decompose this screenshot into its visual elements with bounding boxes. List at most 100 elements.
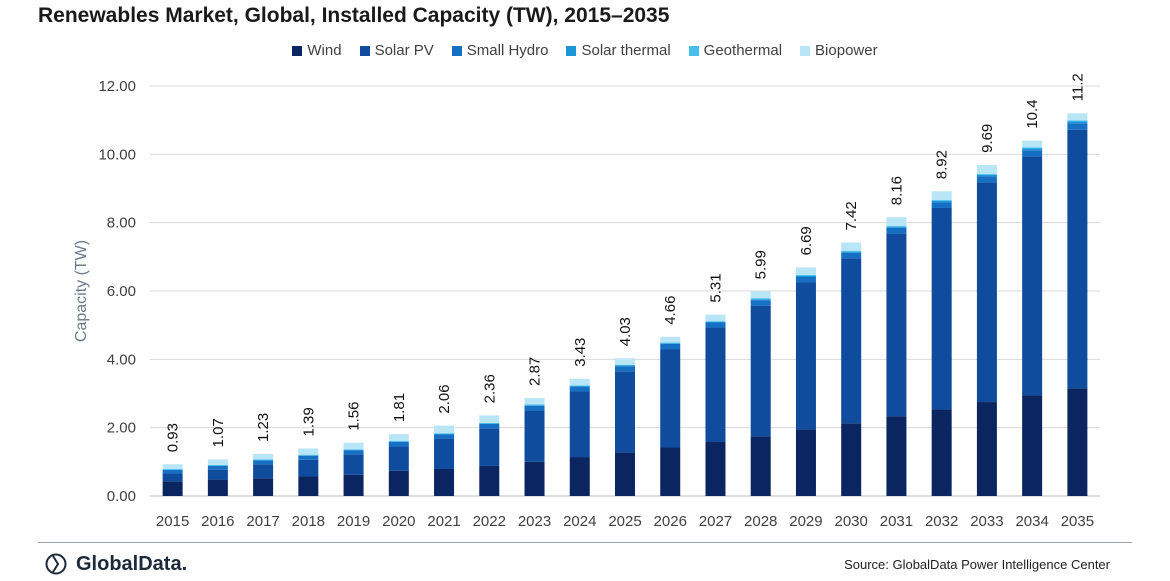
bar-segment-geothermal [976, 173, 997, 175]
bar-segment-wind [841, 423, 862, 496]
bar-segment-biopower [479, 415, 500, 423]
bar-segment-solar-pv [253, 464, 274, 479]
x-tick-label: 2030 [835, 513, 868, 530]
brand-logo: GlobalData. [44, 552, 187, 576]
bar-segment-biopower [162, 464, 183, 470]
bar-segment-solar-pv [569, 391, 590, 458]
bar-segment-solar-thermal [524, 405, 545, 406]
bar-segment-solar-thermal [750, 299, 771, 301]
bar-segment-small-hydro [615, 366, 635, 372]
bar-segment-wind [976, 402, 997, 496]
bar-segment-biopower [841, 242, 862, 251]
bar-segment-solar-pv [886, 233, 907, 417]
bar-segment-geothermal [795, 274, 816, 276]
bar-segment-biopower [1022, 140, 1043, 148]
y-tick-label: 12.00 [98, 78, 136, 95]
legend-swatch [800, 45, 811, 56]
bar-segment-wind [931, 409, 952, 496]
bar-segment-geothermal [1067, 120, 1088, 122]
bar-segment-solar-pv [1067, 129, 1088, 389]
x-tick-label: 2021 [427, 513, 460, 530]
bar-segment-geothermal [298, 454, 319, 456]
bar-segment-biopower [253, 453, 274, 460]
x-tick-label: 2025 [608, 513, 641, 530]
bar-segment-geothermal [750, 298, 771, 300]
bar-segment-solar-thermal [841, 251, 862, 253]
bar-segment-solar-pv [795, 282, 816, 430]
bar-segment-biopower [1067, 113, 1088, 121]
x-tick-label: 2024 [563, 513, 596, 530]
bar-segment-biopower [434, 425, 455, 434]
bar-segment-wind [1067, 388, 1088, 496]
bar-segment-biopower [886, 217, 907, 226]
bar-segment-geothermal [931, 199, 952, 201]
bar-segment-solar-pv [750, 305, 771, 437]
bar-segment-geothermal [253, 459, 274, 461]
x-tick-label: 2017 [246, 513, 279, 530]
bar-segment-geothermal [841, 250, 862, 252]
legend-label: Wind [307, 42, 342, 59]
bar-segment-solar-pv [298, 459, 319, 477]
x-tick-label: 2033 [970, 513, 1003, 530]
bar-segment-biopower [976, 164, 997, 174]
bar-segment-wind [569, 457, 590, 496]
bar-segment-biopower [931, 191, 952, 200]
x-tick-label: 2034 [1015, 513, 1048, 530]
bar-segment-small-hydro [1067, 123, 1088, 130]
bar-segment-wind [479, 465, 500, 496]
bar-segment-geothermal [207, 464, 228, 466]
data-label-total: 1.56 [346, 401, 363, 430]
chart-area: 0.00 2.00 4.00 6.00 8.00 10.00 12.00 Capacity (… [73, 73, 1100, 530]
legend-item-small-hydro: Small Hydro [451, 42, 549, 59]
x-tick-label: 2020 [382, 513, 415, 530]
globaldata-logo-icon [45, 553, 67, 575]
bar-segment-geothermal [162, 469, 183, 470]
footer-divider [38, 542, 1132, 543]
bar-segment-geothermal [1022, 147, 1043, 149]
bar-segment-solar-pv [343, 454, 364, 475]
bar-segment-small-hydro [207, 465, 228, 470]
data-label-total: 1.23 [255, 413, 272, 442]
data-label-total: 7.42 [843, 201, 860, 230]
legend-item-wind: Wind [292, 42, 342, 59]
bar-segment-small-hydro [660, 343, 681, 350]
legend-item-geothermal: Geothermal [688, 42, 782, 59]
legend-label: Small Hydro [466, 42, 549, 59]
bar-segment-wind [660, 447, 681, 496]
bar-segment-solar-pv [479, 428, 500, 466]
x-tick-label: 2018 [292, 513, 325, 530]
bar-segment-small-hydro [795, 276, 816, 283]
bar-segment-solar-pv [388, 446, 409, 471]
legend-item-biopower: Biopower [800, 42, 878, 59]
legend-swatch [566, 45, 577, 56]
bar-segment-small-hydro [705, 322, 726, 328]
data-label-total: 9.69 [979, 124, 996, 153]
y-tick-label: 2.00 [107, 420, 136, 437]
bar-segment-solar-thermal [931, 200, 952, 203]
bar-segment-geothermal [343, 449, 364, 450]
source-note: Source: GlobalData Power Intelligence Ce… [844, 557, 1110, 572]
bar-segment-geothermal [615, 364, 635, 366]
x-tick-label: 2032 [925, 513, 958, 530]
x-tick-label: 2023 [518, 513, 551, 530]
bar-segment-solar-thermal [569, 385, 590, 387]
x-tick-label: 2029 [789, 513, 822, 530]
bar-segment-small-hydro [343, 450, 364, 455]
bar-segment-solar-pv [162, 473, 183, 482]
bar-segment-biopower [660, 336, 681, 343]
bar-segment-biopower [615, 358, 635, 365]
legend-swatch [688, 45, 699, 56]
x-tick-label: 2027 [699, 513, 732, 530]
x-tick-label: 2016 [201, 513, 234, 530]
bar-segment-wind [162, 481, 183, 496]
data-label-total: 0.93 [165, 423, 182, 452]
bar-segment-solar-pv [1022, 156, 1043, 396]
bar-segment-geothermal [388, 440, 409, 442]
bar-segment-geothermal [705, 321, 726, 322]
bar-segment-solar-thermal [705, 321, 726, 323]
x-tick-label: 2035 [1061, 513, 1094, 530]
data-label-total: 5.31 [707, 273, 724, 302]
bar-segment-small-hydro [253, 460, 274, 465]
bar-segment-biopower [388, 434, 409, 441]
bar-segment-small-hydro [479, 423, 500, 429]
